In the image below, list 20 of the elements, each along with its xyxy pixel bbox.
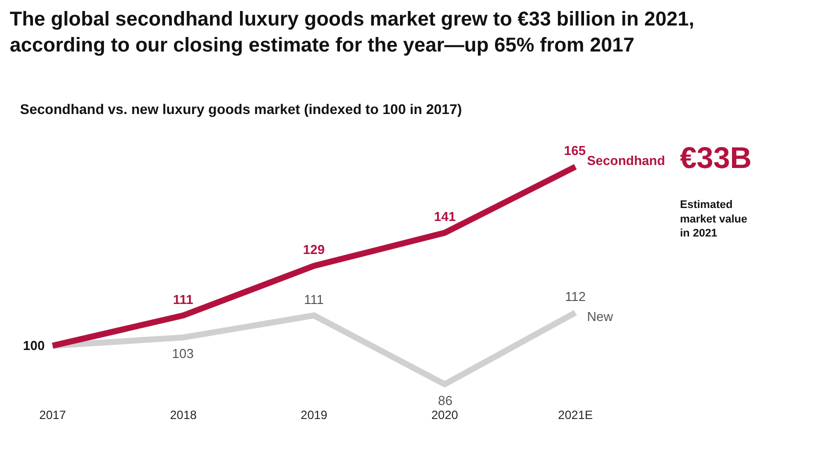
data-label: 165 bbox=[564, 143, 586, 158]
x-tick-label: 2021E bbox=[558, 408, 593, 422]
data-label: 100 bbox=[23, 338, 45, 353]
data-label: 112 bbox=[565, 289, 586, 304]
data-label: 103 bbox=[172, 346, 194, 361]
text: Estimated market value in 2021 bbox=[680, 199, 748, 240]
x-tick-label: 2017 bbox=[39, 408, 66, 422]
x-tick-label: 2018 bbox=[170, 408, 197, 422]
data-label: 86 bbox=[438, 393, 452, 408]
text: €33B bbox=[680, 142, 752, 175]
data-label: 111 bbox=[173, 292, 194, 307]
data-label: 111 bbox=[304, 292, 324, 307]
data-label: 129 bbox=[303, 242, 325, 257]
x-tick-label: 2019 bbox=[300, 408, 328, 422]
series-label: Secondhand bbox=[587, 153, 666, 168]
series-label: New bbox=[587, 309, 614, 324]
chart-subtitle: Secondhand vs. new luxury goods market (indexed to 100 in 2017) bbox=[20, 101, 462, 117]
x-tick-label: 2020 bbox=[431, 408, 458, 422]
data-label: 141 bbox=[434, 209, 456, 224]
chart-title: The global secondhand luxury goods market grew to €33 billion in 2021, according to our closing estimate for the year—up 65% from 2017 bbox=[10, 8, 700, 56]
